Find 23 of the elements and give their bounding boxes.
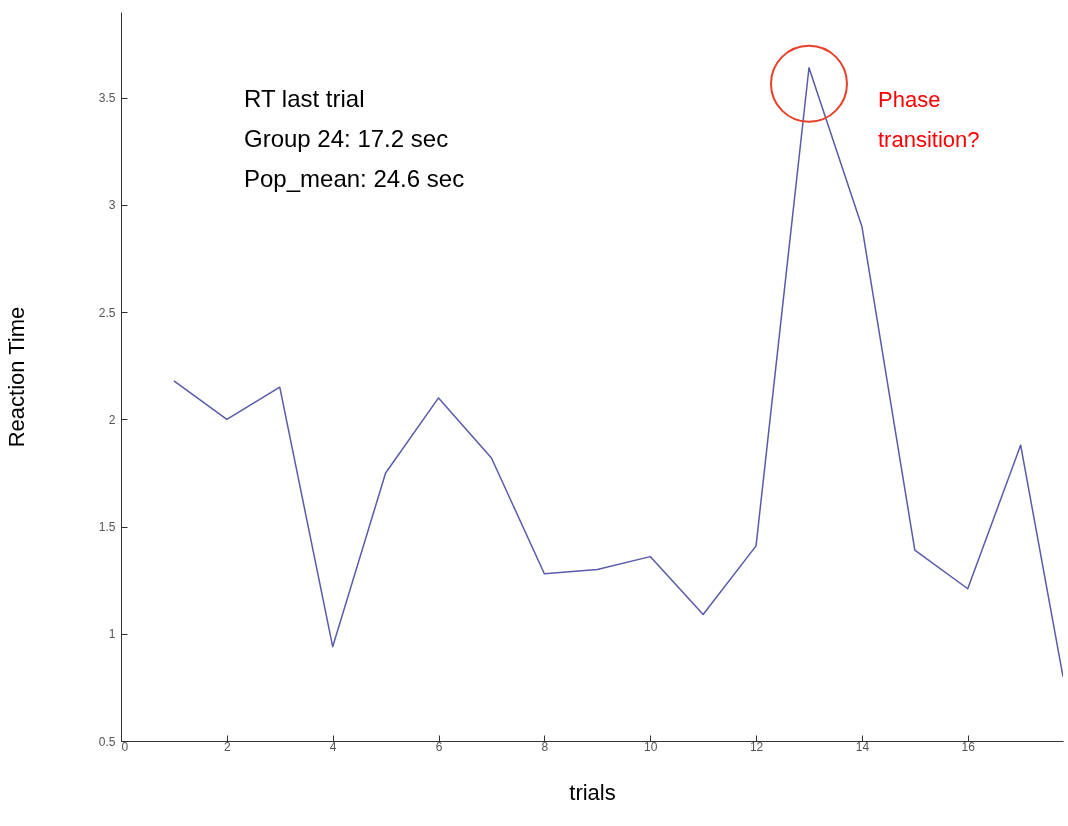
annotation: Group 24: 17.2 sec (244, 125, 449, 152)
x-tick-label: 6 (435, 739, 443, 754)
x-tick-label: 10 (644, 739, 658, 754)
y-tick-label: 1.5 (98, 520, 116, 535)
x-tick-label: 14 (855, 739, 870, 754)
x-tick-label: 12 (749, 739, 764, 754)
y-axis-title: Reaction Time (3, 306, 29, 448)
x-tick-label: 16 (961, 739, 976, 754)
x-tick-label: 8 (541, 739, 549, 754)
annotation: RT last trial (244, 85, 365, 112)
x-axis-title: trials (569, 779, 616, 805)
x-tick-label: 4 (329, 739, 337, 754)
y-tick-label: 3 (108, 198, 116, 213)
annotation: Pop_mean: 24.6 sec (244, 165, 465, 192)
y-tick-label: 2.5 (98, 305, 116, 320)
y-tick-label: 1 (108, 627, 116, 642)
line-series (173, 67, 1063, 678)
y-tick-label: 3.5 (98, 91, 116, 106)
y-tick-label: 2 (108, 412, 116, 427)
x-tick-label: 2 (224, 739, 231, 754)
annotation: Phase transition? (878, 87, 980, 152)
x-tick-label: 0 (121, 739, 129, 754)
y-tick-label: 0.5 (98, 734, 116, 749)
